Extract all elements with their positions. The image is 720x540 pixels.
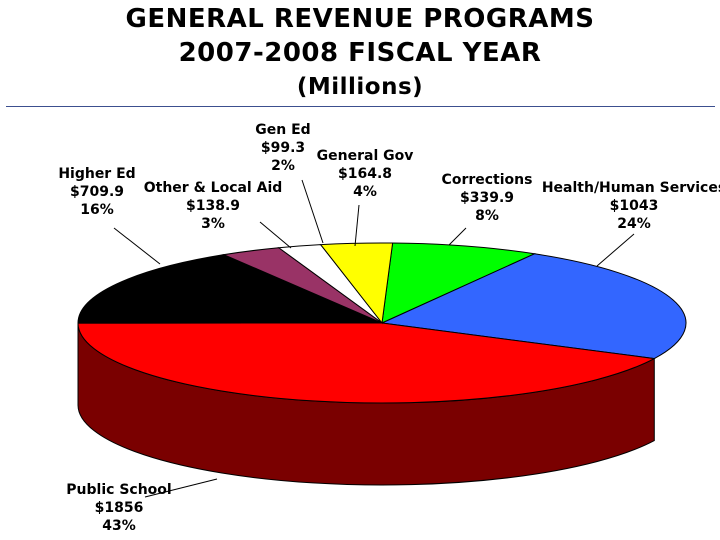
slice-label-name-health-human-services: Health/Human Services (542, 180, 720, 196)
slice-label-value-health-human-services: $1043 (610, 198, 659, 214)
slice-label-name-gen-ed: Gen Ed (255, 122, 310, 138)
slice-label-percent-health-human-services: 24% (617, 216, 651, 232)
chart-title-line-1: GENERAL REVENUE PROGRAMS (125, 4, 595, 34)
chart-title-line-2: 2007-2008 FISCAL YEAR (178, 38, 542, 68)
leader-line-other-local-aid (259, 221, 292, 249)
slice-label-value-general-gov: $164.8 (338, 166, 392, 182)
leader-line-gen-ed (301, 179, 324, 244)
slice-label-percent-gen-ed: 2% (271, 158, 295, 174)
slice-label-percent-general-gov: 4% (353, 184, 377, 200)
slice-label-percent-higher-ed: 16% (80, 202, 114, 218)
chart-subtitle: (Millions) (296, 74, 424, 100)
slice-label-value-other-local-aid: $138.9 (186, 198, 240, 214)
pie-slices (77, 242, 687, 404)
slice-label-name-general-gov: General Gov (317, 148, 414, 164)
slice-public-school (77, 322, 656, 404)
leader-line-health-human-services (596, 233, 635, 267)
slice-labels: Corrections $339.9 8% Health/Human Services… (58, 122, 720, 534)
leader-lines (113, 179, 635, 498)
slice-label-percent-public-school: 43% (102, 518, 136, 534)
slice-health-human-services (380, 253, 687, 360)
slice-label-name-corrections: Corrections (442, 172, 533, 188)
leader-line-general-gov (354, 204, 360, 247)
leader-line-higher-ed (113, 227, 161, 265)
slice-label-name-public-school: Public School (66, 482, 171, 498)
slice-label-value-corrections: $339.9 (460, 190, 514, 206)
slice-label-value-higher-ed: $709.9 (70, 184, 124, 200)
slice-label-percent-other-local-aid: 3% (201, 216, 225, 232)
leader-line-public-school (144, 478, 218, 498)
slice-label-percent-corrections: 8% (475, 208, 499, 224)
slice-higher-ed (77, 254, 383, 324)
slice-label-name-higher-ed: Higher Ed (58, 166, 135, 182)
slice-corrections (381, 242, 537, 324)
slice-label-name-other-local-aid: Other & Local Aid (144, 180, 283, 196)
title-divider (6, 106, 715, 107)
slice-general-gov (319, 242, 394, 325)
slice-label-value-public-school: $1856 (95, 500, 144, 516)
slice-label-value-gen-ed: $99.3 (261, 140, 305, 156)
leader-line-corrections (448, 227, 467, 246)
